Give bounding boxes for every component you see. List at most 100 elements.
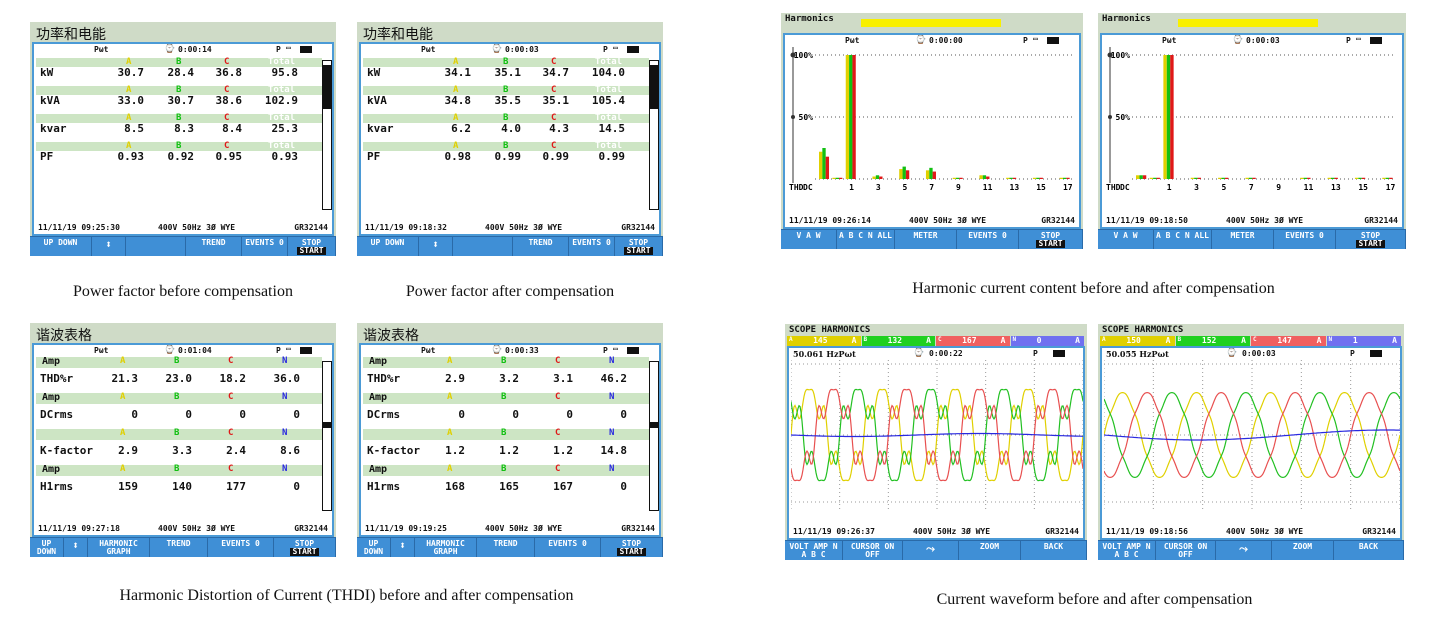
phase-c-label: C <box>228 356 234 366</box>
zoom-button[interactable]: ZOOM <box>1272 541 1334 560</box>
row-label: K-factor <box>40 444 93 457</box>
v-a-w-button[interactable]: V A W <box>781 230 837 249</box>
phase-b-label: B <box>501 464 507 474</box>
value-phase-n: 36.0 <box>273 372 301 385</box>
events-button[interactable]: EVENTS 0 <box>569 237 615 256</box>
trend-button[interactable]: TREND <box>513 237 569 256</box>
events-button[interactable]: EVENTS 0 <box>242 237 288 256</box>
x-tick-label: 15 <box>1036 183 1046 192</box>
value-phase-b: 0 <box>185 408 192 421</box>
meter-button[interactable]: METER <box>1212 230 1274 249</box>
value-phase-n: 14.8 <box>600 444 628 457</box>
updown-arrow-button[interactable]: ⬍ <box>391 538 415 557</box>
harmonic-graph-button[interactable]: HARMONIC GRAPH <box>415 538 477 557</box>
stop-start-button[interactable]: STOP START <box>288 237 336 256</box>
events-button[interactable]: EVENTS 0 <box>1274 230 1336 249</box>
back-button[interactable]: BACK <box>1334 541 1404 560</box>
stop-start-button[interactable]: STOP START <box>615 237 663 256</box>
cursor-marker[interactable] <box>1107 52 1113 58</box>
phase-n-label: N <box>282 392 288 402</box>
trend-button[interactable]: TREND <box>150 538 208 557</box>
phase-select-button[interactable]: A B C N ALL <box>837 230 895 249</box>
phase-total-label: Total <box>595 113 623 123</box>
phase-c-label: C <box>224 57 230 67</box>
value-line: PF 0.93 0.92 0.95 0.93 <box>36 151 322 163</box>
scrollbar[interactable] <box>649 361 659 511</box>
value-phase-a: 33.0 <box>117 94 145 107</box>
scrollbar[interactable] <box>649 60 659 210</box>
phase-select-button[interactable]: A B C N ALL <box>1154 230 1212 249</box>
bar-a-h11 <box>1300 177 1304 179</box>
events-button[interactable]: EVENTS 0 <box>208 538 274 557</box>
meter-button[interactable]: METER <box>895 230 957 249</box>
phase-a-label: A <box>120 464 126 474</box>
row-label: K-factor <box>367 444 420 457</box>
value-phase-c: 36.8 <box>215 66 243 79</box>
bar-b-h9 <box>956 177 960 179</box>
stop-start-button[interactable]: STOP START <box>274 538 336 557</box>
battery-icon <box>1053 350 1065 357</box>
cursor-marker[interactable] <box>790 52 796 58</box>
status-date: 11/11/19 09:19:25 <box>365 524 447 533</box>
row-label: H1rms <box>40 480 74 493</box>
events-button[interactable]: EVENTS 0 <box>957 230 1019 249</box>
trend-button[interactable]: TREND <box>477 538 535 557</box>
trend-button[interactable]: TREND <box>186 237 242 256</box>
scrollbar[interactable] <box>322 361 332 511</box>
status-id: GR32144 <box>294 223 328 232</box>
scroll-thumb[interactable] <box>650 422 658 428</box>
up-down-button[interactable]: UP DOWN <box>357 237 419 256</box>
cursor-move-button[interactable]: ⤳ <box>903 541 959 560</box>
stop-start-button[interactable]: STOP START <box>601 538 663 557</box>
v-a-w-button[interactable]: V A W <box>1098 230 1154 249</box>
status-date: 11/11/19 09:26:14 <box>789 216 871 225</box>
y-tick-100: 100% <box>1111 51 1130 60</box>
bar-b-h5 <box>1221 177 1225 179</box>
cursor-move-button[interactable]: ⤳ <box>1216 541 1272 560</box>
phase-header: Amp A B C N <box>363 357 649 368</box>
value-line: DCrms 0 0 0 0 <box>363 409 649 421</box>
stop-start-button[interactable]: STOP START <box>1019 230 1083 249</box>
empty-button[interactable] <box>126 237 186 256</box>
bar-c-h5 <box>905 170 910 179</box>
status-date: 11/11/19 09:18:32 <box>365 223 447 232</box>
status-config: 400V 50Hz 3Ø WYE <box>158 524 236 533</box>
updown-arrow-button[interactable]: ⬍ <box>419 237 453 256</box>
volt-amp-button[interactable]: VOLT AMP N A B C <box>1098 541 1156 560</box>
power-mode-label: Pωt <box>845 36 860 45</box>
volt-amp-button[interactable]: VOLT AMP N A B C <box>785 541 843 560</box>
status-id: GR32144 <box>1364 216 1398 225</box>
bar-b-hDC <box>835 177 840 179</box>
phase-header: A B C Total <box>363 142 649 151</box>
stop-start-button-label2: START <box>624 246 653 255</box>
zoom-button[interactable]: ZOOM <box>959 541 1021 560</box>
updown-arrow-button[interactable]: ⬍ <box>92 237 126 256</box>
value-phase-b: 0 <box>512 408 519 421</box>
updown-arrow-button[interactable]: ⬍ <box>64 538 88 557</box>
events-button-label: EVENTS 0 <box>572 238 611 247</box>
measurement-row: A B C Total kW 34.1 35.1 34.7 104.0 <box>363 58 649 79</box>
clock-icon: ⌚ <box>1226 348 1238 358</box>
up-down-button[interactable]: UP DOWN <box>30 237 92 256</box>
value-phase-c: 0 <box>239 408 246 421</box>
measurement-row: A B C Total kvar 8.5 8.3 8.4 25.3 <box>36 114 322 135</box>
up-down-button[interactable]: UP DOWN <box>30 538 64 557</box>
value-phase-b: 30.7 <box>167 94 195 107</box>
stop-start-button[interactable]: STOP START <box>1336 230 1406 249</box>
scroll-thumb[interactable] <box>323 65 331 109</box>
empty-button[interactable] <box>453 237 513 256</box>
scroll-thumb[interactable] <box>650 65 658 109</box>
up-down-button[interactable]: UP DOWN <box>357 538 391 557</box>
scrollbar[interactable] <box>322 60 332 210</box>
trend-button-label: TREND <box>493 539 518 548</box>
power-mode-label: Pωt <box>1162 36 1177 45</box>
scroll-thumb[interactable] <box>323 422 331 428</box>
back-button[interactable]: BACK <box>1021 541 1087 560</box>
cursor-button[interactable]: CURSOR ON OFF <box>1156 541 1216 560</box>
phase-n-label: N <box>609 356 615 366</box>
harmonic-graph-button[interactable]: HARMONIC GRAPH <box>88 538 150 557</box>
phase-a-label: A <box>447 356 453 366</box>
cursor-button[interactable]: CURSOR ON OFF <box>843 541 903 560</box>
events-button[interactable]: EVENTS 0 <box>535 538 601 557</box>
caption-pf-before: Power factor before compensation <box>73 283 293 300</box>
